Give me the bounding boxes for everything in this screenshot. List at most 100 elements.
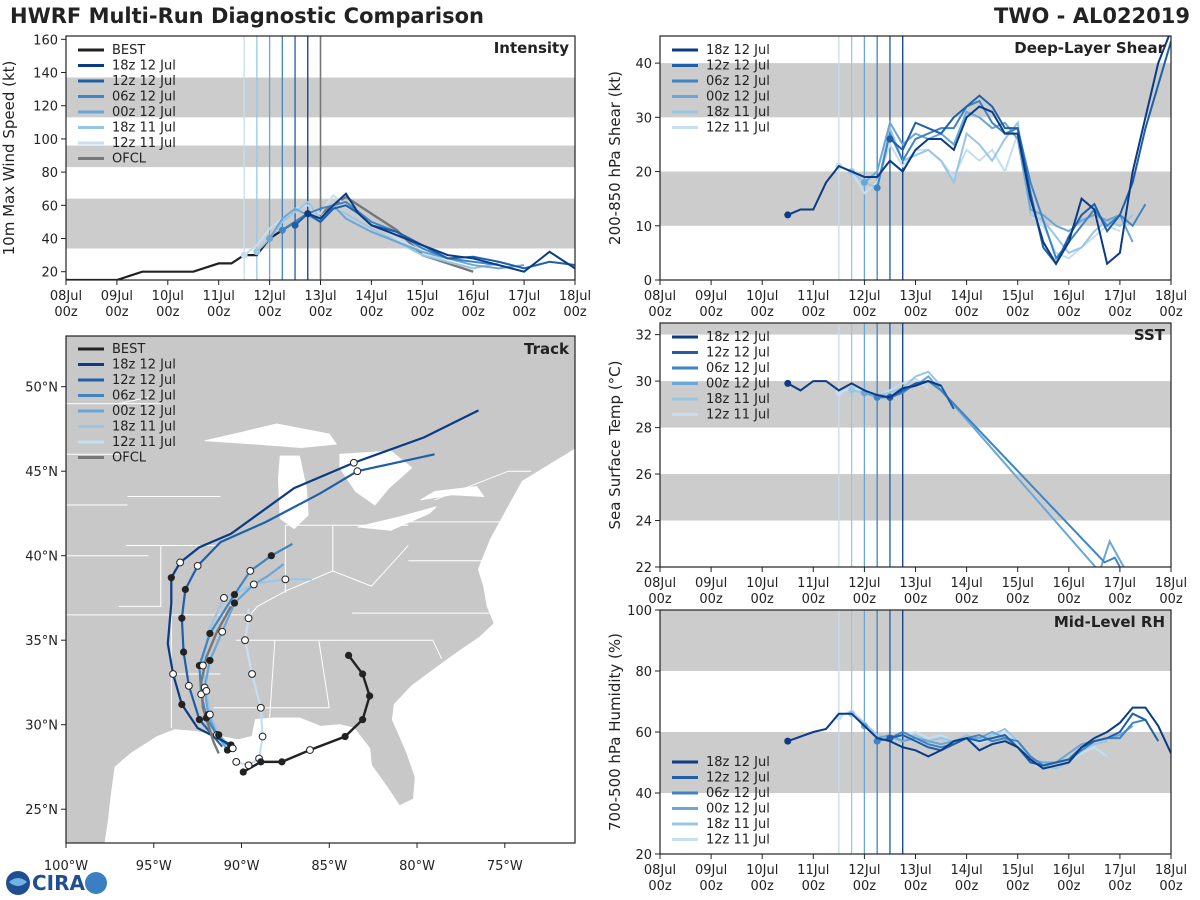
track-point-filled	[206, 629, 214, 638]
track-point-open	[258, 732, 267, 741]
legend-label: 18z 12 Jul	[706, 43, 770, 58]
series-line-12z-12-jul	[294, 204, 575, 270]
x-tick-label: 14Jul	[950, 863, 982, 878]
x-tick-label: 12Jul	[253, 289, 285, 304]
x-tick-sublabel: 00z	[1108, 592, 1132, 607]
y-tick-label: 80	[635, 665, 652, 680]
y-tick-label: 26	[635, 468, 652, 483]
x-tick-sublabel: 00z	[853, 592, 877, 607]
track-point-open	[228, 744, 237, 753]
best-track-point	[359, 670, 367, 678]
legend-label: 12z 12 Jul	[706, 59, 770, 74]
x-tick-sublabel: 00z	[802, 879, 826, 894]
x-tick-label: 16Jul	[1053, 576, 1085, 591]
lake-polygon	[357, 506, 437, 531]
x-tick-label: 14Jul	[355, 289, 387, 304]
series-line-18z-12-jul	[787, 36, 1170, 266]
series-init-marker	[784, 211, 792, 219]
lat-tick-label: 50°N	[25, 381, 58, 396]
x-tick-label: 14Jul	[950, 289, 982, 304]
state-border	[371, 545, 409, 587]
series-init-marker	[240, 251, 248, 259]
x-tick-sublabel: 00z	[1006, 879, 1030, 894]
legend-label: 00z 12 Jul	[706, 90, 770, 105]
track-point-open	[248, 670, 256, 678]
cira-logo: CIRA	[6, 871, 107, 895]
best-track-point	[239, 768, 247, 776]
state-border	[318, 640, 330, 708]
x-tick-sublabel: 00z	[904, 305, 928, 320]
x-tick-sublabel: 00z	[1159, 592, 1183, 607]
series-init-marker	[784, 737, 792, 745]
legend-label: 06z 12 Jul	[112, 90, 176, 105]
legend-label: 06z 12 Jul	[706, 786, 770, 801]
track-point-filled	[215, 731, 223, 739]
lon-tick-label: 75°W	[487, 859, 523, 874]
y-tick-label: 10	[635, 220, 652, 235]
legend-label: 00z 12 Jul	[706, 802, 770, 817]
x-tick-sublabel: 00z	[955, 592, 979, 607]
y-tick-label: 100	[33, 133, 58, 148]
y-tick-label: 60	[635, 726, 652, 741]
y-tick-label: 20	[635, 166, 652, 181]
track-06z-12-jul	[198, 542, 293, 750]
track-frame	[65, 335, 576, 844]
y-tick-label: 140	[33, 67, 58, 82]
panel-shear: 01020304008Jul00z09Jul00z10Jul00z11Jul00…	[606, 35, 1187, 320]
y-tick-label: 80	[41, 166, 58, 181]
track-point-filled	[195, 716, 203, 724]
x-tick-label: 11Jul	[797, 289, 829, 304]
series-init-marker	[784, 379, 792, 387]
x-tick-label: 11Jul	[203, 289, 235, 304]
x-tick-label: 16Jul	[457, 289, 489, 304]
storm-id: TWO - AL022019	[994, 4, 1190, 28]
figure-title: HWRF Multi-Run Diagnostic Comparison	[10, 4, 485, 28]
map-layer	[66, 336, 575, 843]
y-axis-label: Sea Surface Temp (°C)	[606, 360, 624, 529]
shaded-band	[660, 171, 1171, 226]
series-line-18z-12-jul	[307, 192, 575, 273]
panel-sst: 22242628303208Jul00z09Jul00z10Jul00z11Ju…	[606, 322, 1187, 607]
x-tick-sublabel: 00z	[1159, 879, 1183, 894]
x-tick-label: 15Jul	[406, 289, 438, 304]
track-point-open	[241, 636, 249, 645]
track-point-open	[244, 614, 253, 623]
lat-tick-label: 35°N	[25, 634, 58, 649]
lon-tick-label: 90°W	[224, 859, 260, 874]
track-point-filled	[167, 574, 175, 582]
x-tick-label: 09Jul	[101, 289, 133, 304]
x-tick-sublabel: 00z	[802, 592, 826, 607]
legend-label: OFCL	[112, 451, 147, 466]
y-tick-label: 0	[644, 274, 652, 289]
x-tick-sublabel: 00z	[105, 305, 129, 320]
legend-label: 00z 12 Jul	[706, 377, 770, 392]
legend-label: 06z 12 Jul	[706, 361, 770, 376]
legend-label: 12z 11 Jul	[706, 833, 770, 848]
best-track-point	[278, 758, 286, 766]
state-border	[118, 545, 162, 607]
series-init-marker	[886, 135, 894, 143]
legend-label: 12z 12 Jul	[706, 346, 770, 361]
series-init-marker	[278, 226, 286, 234]
track-point-open	[169, 670, 177, 678]
x-tick-sublabel: 00z	[1057, 879, 1081, 894]
x-tick-sublabel: 00z	[853, 879, 877, 894]
x-tick-sublabel: 00z	[563, 305, 587, 320]
x-tick-label: 18Jul	[1155, 289, 1187, 304]
x-tick-sublabel: 00z	[802, 305, 826, 320]
y-tick-label: 160	[33, 33, 58, 48]
track-point-open	[256, 703, 265, 712]
track-point-filled	[181, 585, 189, 594]
lat-tick-label: 45°N	[25, 465, 58, 480]
legend-label: 12z 12 Jul	[112, 74, 176, 89]
x-tick-sublabel: 00z	[258, 305, 282, 320]
x-tick-label: 08Jul	[644, 576, 676, 591]
panel-data	[784, 36, 1171, 266]
x-tick-sublabel: 00z	[1159, 305, 1183, 320]
x-tick-sublabel: 00z	[699, 879, 723, 894]
x-tick-label: 18Jul	[559, 289, 591, 304]
x-tick-sublabel: 00z	[1108, 879, 1132, 894]
track-18z-12-jul	[166, 409, 479, 746]
